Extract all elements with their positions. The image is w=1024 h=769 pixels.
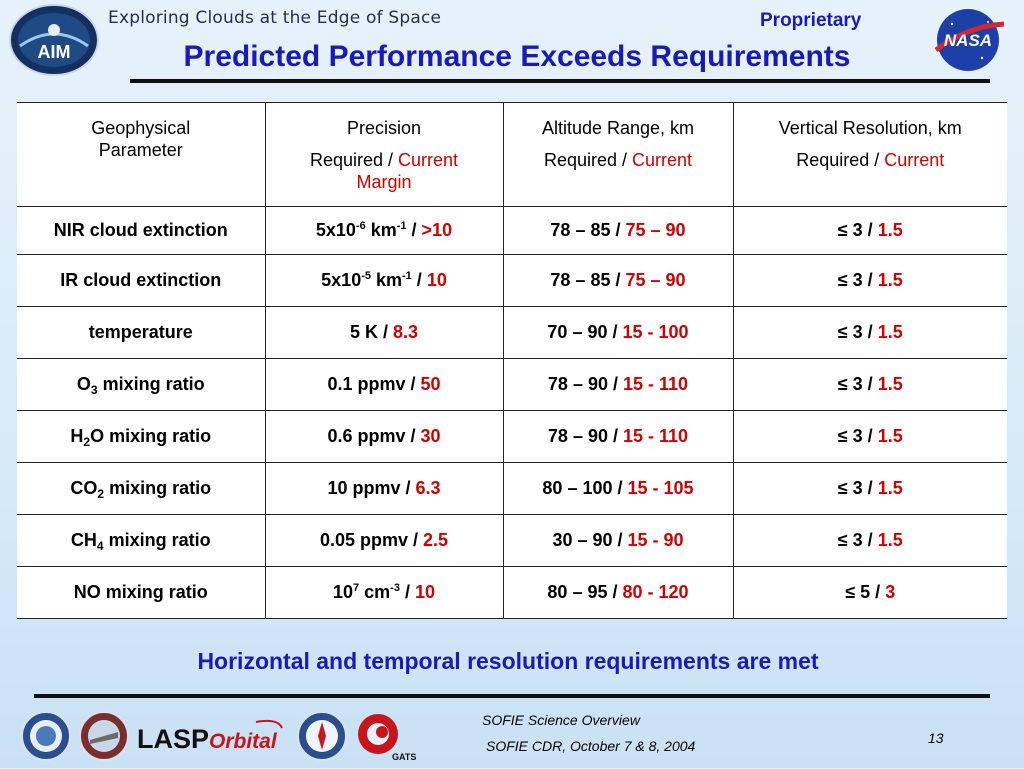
- precision-cell: 5 K / 8.3: [264, 306, 503, 359]
- param-cell: NO mixing ratio: [17, 566, 265, 619]
- nasa-logo: NASA: [932, 4, 1008, 74]
- top-divider: [130, 79, 990, 83]
- orbital-logo: Orbital: [209, 719, 283, 753]
- page-title: Predicted Performance Exceeds Requiremen…: [183, 40, 851, 73]
- vres-cell: ≤ 3 / 1.5: [732, 514, 1007, 567]
- svg-text:LASP: LASP: [137, 724, 209, 754]
- altitude-cell: 78 – 90 / 15 - 110: [502, 410, 733, 463]
- header-tagline: Exploring Clouds at the Edge of Space: [108, 8, 442, 28]
- bottom-divider: [34, 694, 990, 698]
- precision-cell: 5x10-6 km-1 / >10: [264, 206, 503, 255]
- altitude-cell: 30 – 90 / 15 - 90: [502, 514, 733, 567]
- altitude-cell: 70 – 90 / 15 - 100: [502, 306, 733, 359]
- footer-logos: LASP Orbital GATS: [20, 708, 440, 764]
- aim-logo: AIM: [6, 2, 102, 78]
- proprietary-label: Proprietary: [760, 10, 862, 31]
- svg-text:Orbital: Orbital: [209, 730, 278, 753]
- vres-cell: ≤ 3 / 1.5: [732, 410, 1007, 463]
- altitude-cell: 78 – 90 / 15 - 110: [502, 358, 733, 411]
- param-cell: IR cloud extinction: [17, 254, 265, 307]
- lasp-logo: LASP: [137, 724, 209, 754]
- altitude-cell: 80 – 95 / 80 - 120: [502, 566, 733, 619]
- footer-course-title: SOFIE Science Overview: [482, 712, 640, 728]
- gats-logo: GATS: [358, 714, 416, 762]
- param-cell: NIR cloud extinction: [17, 206, 265, 255]
- vres-cell: ≤ 3 / 1.5: [732, 462, 1007, 515]
- table-row: CH4 mixing ratio 0.05 ppmv / 2.5 30 – 90…: [17, 514, 1007, 567]
- header-geophysical-parameter: Geophysical Parameter: [17, 102, 265, 207]
- altitude-cell: 78 – 85 / 75 – 90: [502, 254, 733, 307]
- table-row: CO2 mixing ratio 10 ppmv / 6.3 80 – 100 …: [17, 462, 1007, 515]
- vres-cell: ≤ 3 / 1.5: [732, 206, 1007, 255]
- table-row: IR cloud extinction 5x10-5 km-1 / 10 78 …: [17, 254, 1007, 307]
- table-header-row: Geophysical Parameter Precision Required…: [17, 102, 1007, 207]
- altitude-cell: 80 – 100 / 15 - 105: [502, 462, 733, 515]
- precision-cell: 5x10-5 km-1 / 10: [264, 254, 503, 307]
- table-row: H2O mixing ratio 0.6 ppmv / 30 78 – 90 /…: [17, 410, 1007, 463]
- footer-event: SOFIE CDR, October 7 & 8, 2004: [486, 738, 696, 754]
- param-cell: CH4 mixing ratio: [17, 514, 265, 567]
- page-number: 13: [928, 730, 944, 746]
- precision-cell: 107 cm-3 / 10: [264, 566, 503, 619]
- table-row: NO mixing ratio 107 cm-3 / 10 80 – 95 / …: [17, 566, 1007, 619]
- precision-cell: 0.05 ppmv / 2.5: [264, 514, 503, 567]
- seal-logo: [21, 711, 71, 761]
- param-cell: CO2 mixing ratio: [17, 462, 265, 515]
- compass-logo: [297, 711, 347, 761]
- table-row: temperature 5 K / 8.3 70 – 90 / 15 - 100…: [17, 306, 1007, 359]
- svg-text:GATS: GATS: [392, 752, 416, 762]
- table-row: NIR cloud extinction 5x10-6 km-1 / >10 7…: [17, 206, 1007, 255]
- vres-cell: ≤ 3 / 1.5: [732, 358, 1007, 411]
- performance-table: Geophysical Parameter Precision Required…: [17, 102, 1007, 619]
- svg-text:NASA: NASA: [944, 31, 992, 50]
- precision-cell: 10 ppmv / 6.3: [264, 462, 503, 515]
- header-altitude-range: Altitude Range, km Required / Current: [502, 102, 733, 207]
- precision-cell: 0.1 ppmv / 50: [264, 358, 503, 411]
- hampton-logo: [79, 711, 129, 761]
- altitude-cell: 78 – 85 / 75 – 90: [502, 206, 733, 255]
- precision-cell: 0.6 ppmv / 30: [264, 410, 503, 463]
- header-vertical-resolution: Vertical Resolution, km Required / Curre…: [732, 102, 1007, 207]
- footnote-text: Horizontal and temporal resolution requi…: [197, 648, 819, 674]
- vres-cell: ≤ 5 / 3: [732, 566, 1007, 619]
- svg-text:AIM: AIM: [38, 42, 71, 62]
- param-cell: H2O mixing ratio: [17, 410, 265, 463]
- table-row: O3 mixing ratio 0.1 ppmv / 50 78 – 90 / …: [17, 358, 1007, 411]
- vres-cell: ≤ 3 / 1.5: [732, 306, 1007, 359]
- param-cell: temperature: [17, 306, 265, 359]
- header-precision: Precision Required / Current Margin: [264, 102, 503, 207]
- vres-cell: ≤ 3 / 1.5: [732, 254, 1007, 307]
- param-cell: O3 mixing ratio: [17, 358, 265, 411]
